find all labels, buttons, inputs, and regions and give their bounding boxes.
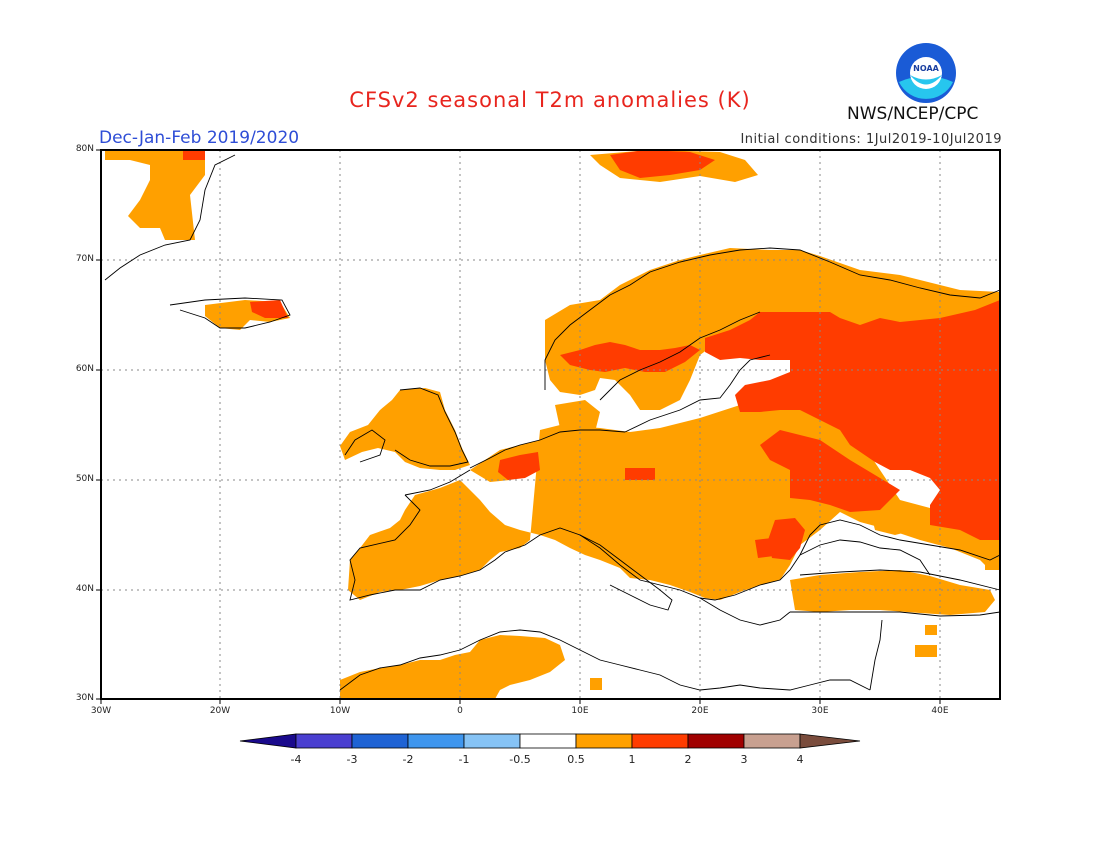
lon-label-40e: 40E (931, 706, 949, 716)
period-label: Dec-Jan-Feb 2019/2020 (99, 128, 300, 148)
svg-text:NOAA: NOAA (913, 64, 939, 73)
lat-label-30n: 30N (75, 693, 94, 703)
colorbar-label: 3 (740, 753, 748, 766)
colorbar-label: 4 (796, 753, 804, 766)
colorbar-label: 0.5 (567, 753, 585, 766)
colorbar-bin-above (799, 733, 861, 749)
colorbar-label: -2 (402, 753, 414, 766)
chart-title: CFSv2 seasonal T2m anomalies (K) (349, 88, 751, 112)
lon-label-30e: 30E (811, 706, 829, 716)
lat-label-60n: 60N (75, 364, 94, 374)
anomaly-warm-red (183, 150, 1000, 560)
lat-label-40n: 40N (75, 584, 94, 594)
lon-label-30w: 30W (90, 706, 112, 716)
lon-label-10e: 10E (571, 706, 589, 716)
graticule (101, 150, 1000, 699)
colorbar-label: 2 (684, 753, 692, 766)
lon-label-20w: 20W (209, 706, 231, 716)
coastlines (104, 154, 1001, 691)
lon-label-10w: 10W (329, 706, 351, 716)
lat-label-80n: 80N (75, 144, 94, 154)
lon-label-0: 0 (457, 706, 463, 716)
lon-label-20e: 20E (691, 706, 709, 716)
lat-label-70n: 70N (75, 254, 94, 264)
initial-conditions-label: Initial conditions: 1Jul2019-10Jul2019 (740, 132, 1002, 147)
noaa-logo: NOAA (896, 43, 956, 103)
organization-label: NWS/NCEP/CPC (847, 104, 979, 124)
map-frame (100, 149, 1001, 700)
colorbar (239, 733, 861, 749)
colorbar-label: 1 (628, 753, 636, 766)
colorbar-label: -0.5 (509, 753, 531, 766)
colorbar-label: -3 (346, 753, 358, 766)
colorbar-label: -4 (290, 753, 302, 766)
colorbar-label: -1 (458, 753, 470, 766)
lat-label-50n: 50N (75, 474, 94, 484)
colorbar-bin-below (239, 733, 297, 749)
